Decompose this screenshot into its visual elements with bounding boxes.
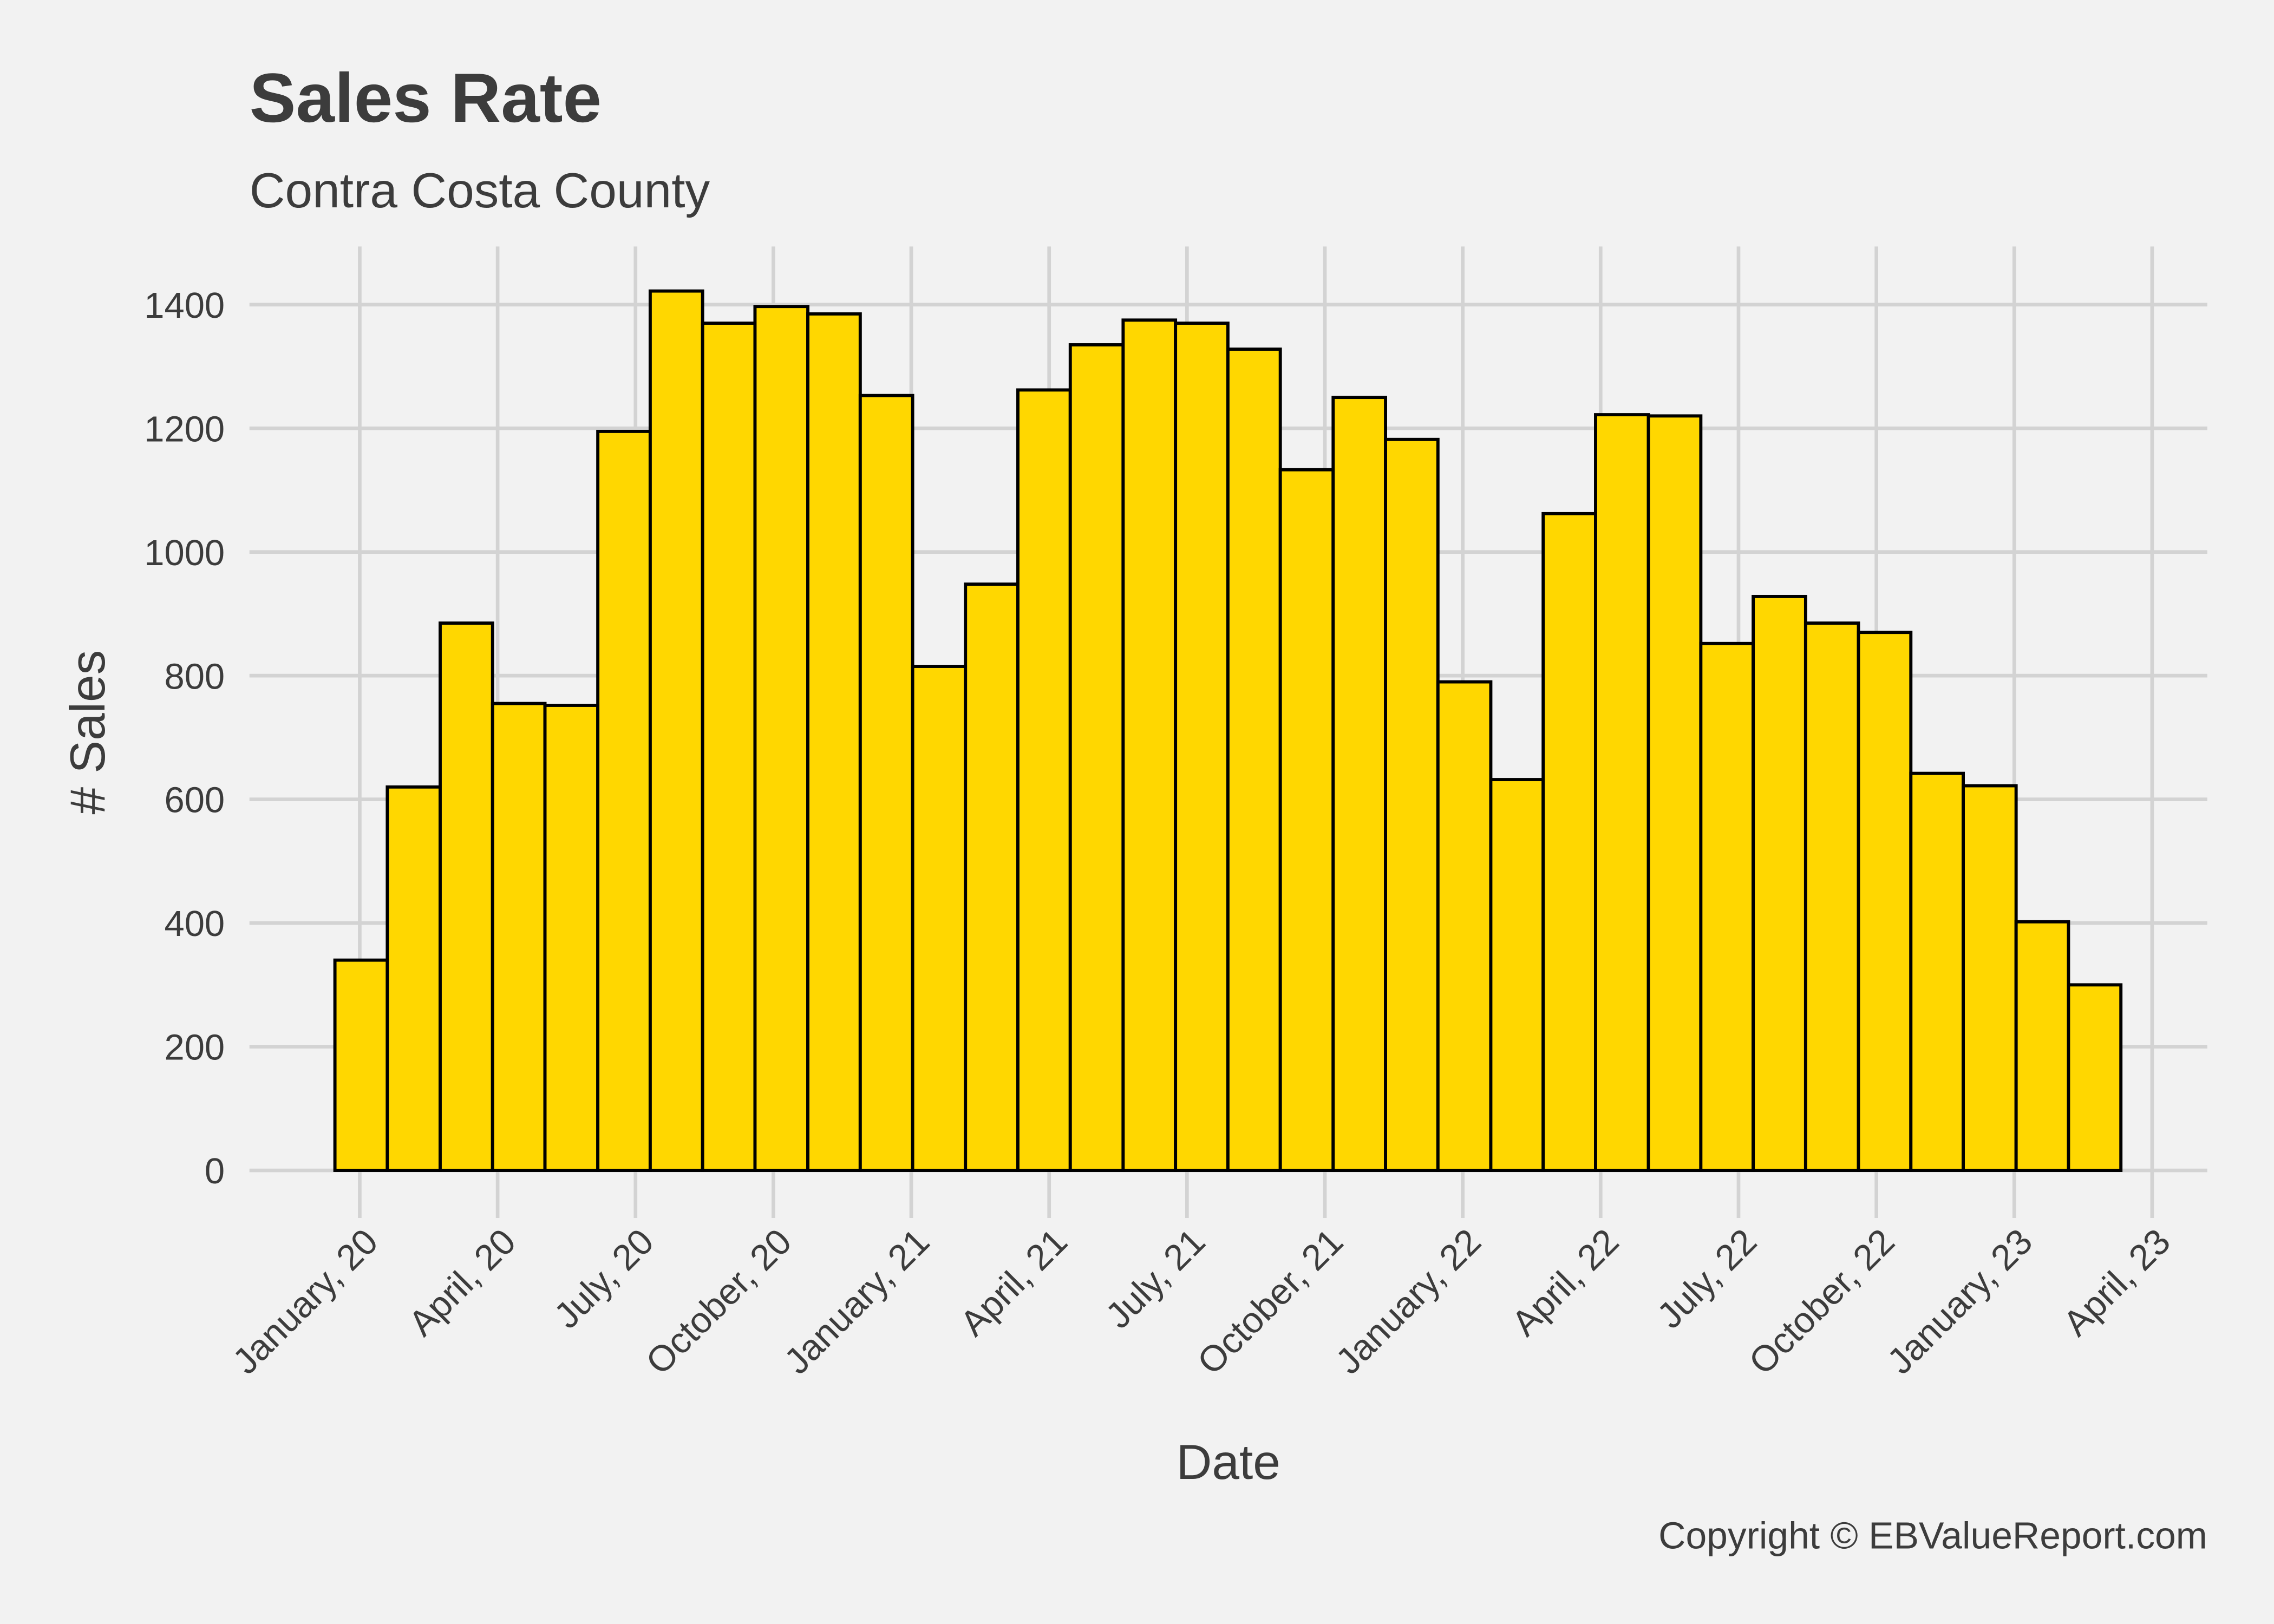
bar [1384, 437, 1440, 1172]
bar [1594, 413, 1650, 1172]
bar [1699, 641, 1755, 1172]
bar [1909, 771, 1965, 1172]
chart-title: Sales Rate [250, 60, 602, 137]
y-tick-label: 1400 [144, 285, 225, 326]
y-tick-label: 800 [164, 656, 225, 697]
bar [1803, 621, 1860, 1172]
bar [1436, 680, 1493, 1172]
bar [648, 289, 704, 1172]
bar [1121, 318, 1178, 1172]
bar [1226, 348, 1282, 1172]
bar [1174, 322, 1230, 1172]
bar [1278, 468, 1335, 1172]
y-tick-label: 0 [205, 1151, 225, 1191]
bar [1489, 778, 1545, 1172]
bar [806, 312, 862, 1172]
bar [543, 704, 600, 1172]
x-axis-label: Date [1177, 1435, 1280, 1490]
y-tick-label: 200 [164, 1027, 225, 1068]
bar [1068, 343, 1125, 1172]
bar [753, 305, 810, 1172]
chart-subtitle: Contra Costa County [250, 163, 710, 218]
y-tick-label: 600 [164, 780, 225, 821]
bar [1541, 512, 1597, 1172]
bar [964, 582, 1020, 1172]
bar [911, 665, 968, 1172]
caption: Copyright © EBValueReport.com [1658, 1515, 2207, 1557]
bar [2014, 920, 2070, 1172]
bar [491, 702, 547, 1172]
bar [1962, 784, 2018, 1172]
bar [1016, 388, 1072, 1172]
bar [385, 785, 442, 1172]
y-tick-label: 1000 [144, 533, 225, 573]
y-tick-label: 400 [164, 903, 225, 944]
bar [596, 429, 652, 1172]
bar [439, 621, 494, 1172]
y-tick-label: 1200 [144, 409, 225, 449]
bar [1752, 594, 1807, 1172]
bar [858, 394, 914, 1172]
bar [1331, 396, 1388, 1172]
bar [2067, 983, 2123, 1172]
bar [1857, 631, 1913, 1172]
bar [333, 958, 389, 1172]
y-axis-label: # Sales [61, 650, 115, 815]
bar [1646, 414, 1703, 1172]
bar [701, 322, 757, 1172]
